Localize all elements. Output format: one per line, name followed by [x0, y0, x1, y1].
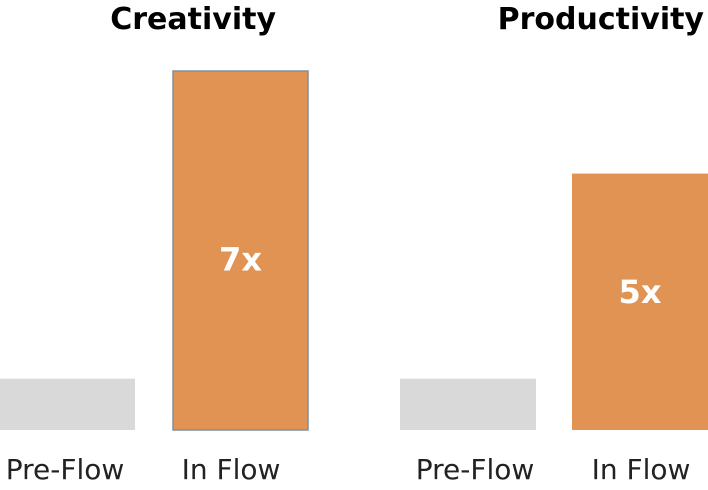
- chart-panel-1: Productivity Pre-Flow 5x In Flow: [400, 2, 708, 486]
- category-label: Pre-Flow: [6, 453, 125, 486]
- category-label: In Flow: [592, 453, 691, 486]
- data-label: 5x: [619, 273, 662, 311]
- bar-pre-flow: [400, 378, 536, 430]
- bar-pre-flow: [0, 378, 135, 430]
- bar-in-flow: [172, 70, 309, 431]
- chart-title: Productivity: [498, 2, 705, 37]
- category-label: In Flow: [182, 453, 281, 486]
- category-label: Pre-Flow: [416, 453, 535, 486]
- chart-title: Creativity: [110, 2, 276, 37]
- chart-panel-0: Creativity Pre-Flow 7x In Flow: [0, 2, 309, 486]
- data-label: 7x: [219, 240, 262, 278]
- bar-in-flow: [572, 173, 708, 431]
